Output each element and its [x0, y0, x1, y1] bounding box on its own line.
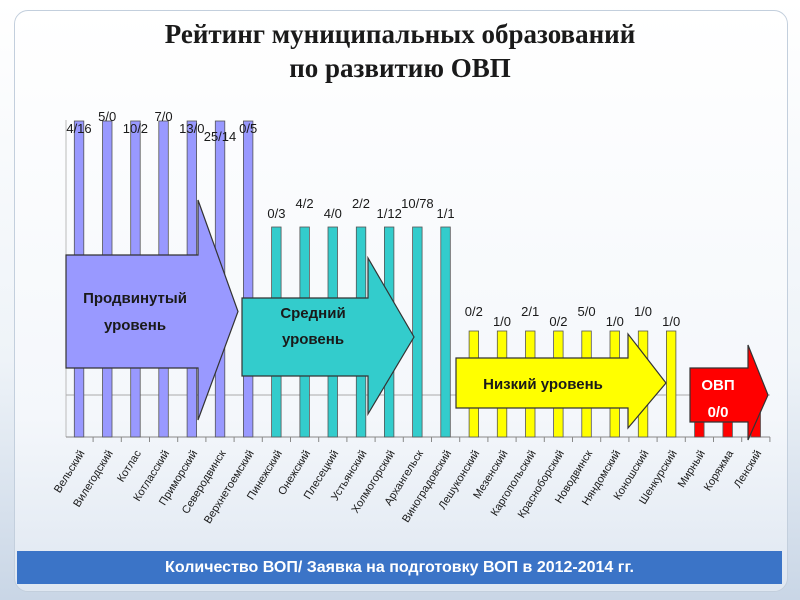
bar	[666, 330, 677, 438]
slide-title: Рейтинг муниципальных образований	[164, 19, 636, 49]
medium-level-label: Средний	[280, 305, 345, 322]
data-label: 1/0	[606, 314, 624, 329]
data-label: 1/1	[437, 206, 455, 221]
data-label: 4/16	[66, 121, 91, 136]
ovp-level-arrow	[689, 344, 769, 441]
bar	[440, 226, 451, 438]
low-level-label: Низкий уровень	[483, 376, 603, 393]
data-label: 7/0	[155, 109, 173, 124]
data-label: 10/78	[401, 196, 434, 211]
data-label: 2/2	[352, 196, 370, 211]
data-label: 4/2	[296, 196, 314, 211]
advanced-level-label: уровень	[104, 317, 166, 334]
medium-level-label: уровень	[282, 331, 344, 348]
data-label: 0/2	[549, 314, 567, 329]
bar	[242, 120, 254, 438]
data-label: 5/0	[98, 109, 116, 124]
footer-caption: Количество ВОП/ Заявка на подготовку ВОП…	[17, 551, 782, 584]
ovp-level-label: 0/0	[708, 404, 729, 421]
data-label: 0/3	[267, 206, 285, 221]
medium-level-arrow	[241, 255, 415, 417]
advanced-level-label: Продвинутый	[83, 290, 187, 307]
data-label: 4/0	[324, 206, 342, 221]
category-label: Котлас	[115, 448, 144, 485]
data-label: 1/0	[493, 314, 511, 329]
data-label: 2/1	[521, 304, 539, 319]
data-label: 1/0	[662, 314, 680, 329]
bar	[412, 226, 423, 438]
slide-subtitle: по развитию ОВП	[289, 53, 511, 83]
data-label: 10/2	[123, 121, 148, 136]
data-label: 1/0	[634, 304, 652, 319]
data-label: 5/0	[578, 304, 596, 319]
data-label: 13/0	[179, 121, 204, 136]
category-label: Ленский	[732, 448, 764, 490]
data-label: 25/14	[204, 129, 237, 144]
data-label: 0/5	[239, 121, 257, 136]
low-level-arrow	[455, 332, 667, 430]
data-label: 1/12	[377, 206, 402, 221]
data-label: 0/2	[465, 304, 483, 319]
advanced-level-arrow	[65, 199, 239, 421]
ovp-level-label: ОВП	[701, 377, 734, 394]
